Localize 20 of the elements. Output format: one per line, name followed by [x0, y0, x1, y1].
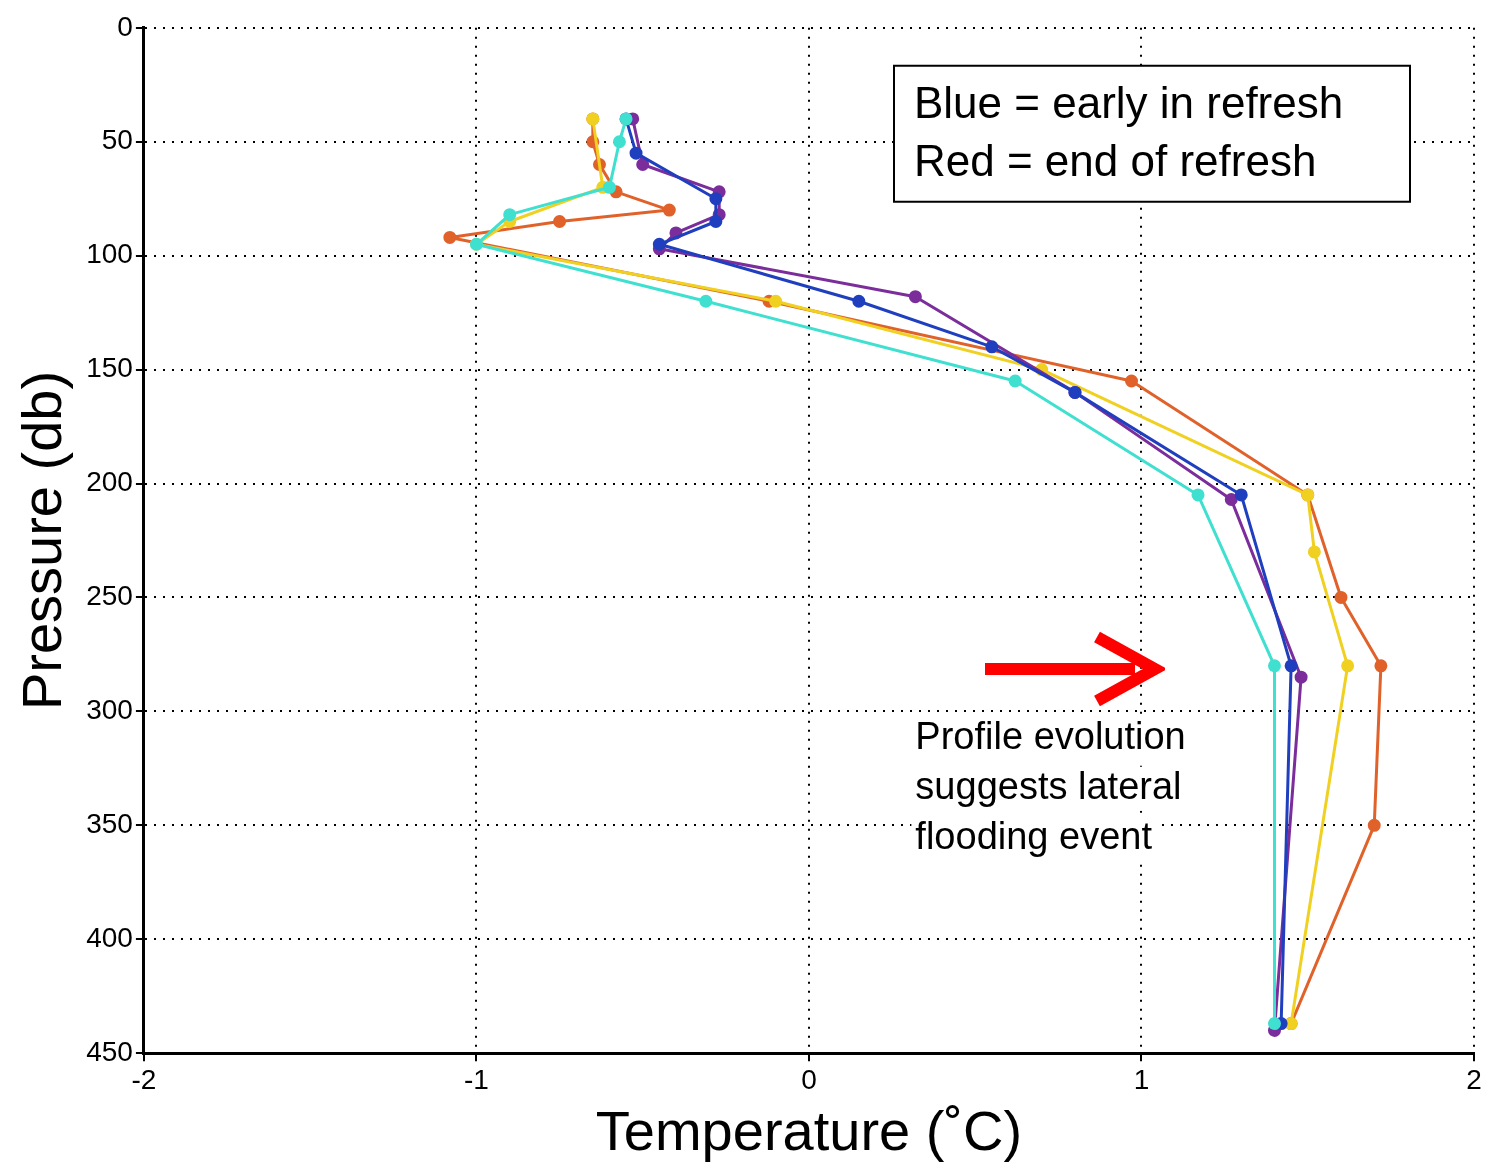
x-tick-label: 2 [1466, 1063, 1482, 1095]
x-axis-title: Temperature (˚C) [595, 1098, 1023, 1162]
y-axis-title: Pressure (db) [10, 370, 74, 711]
x-tick-label: -2 [131, 1063, 157, 1095]
y-tick-label: 250 [86, 580, 133, 612]
y-tick-label: 50 [101, 124, 133, 156]
y-tick-label: 0 [117, 10, 133, 42]
x-tick-label: 1 [1133, 1063, 1150, 1095]
annotation: Profile evolution suggests lateral flooding event [915, 715, 1186, 858]
y-tick-label: 200 [86, 466, 133, 498]
x-tick-label: 0 [801, 1063, 817, 1095]
annotation: Red = end of refresh [914, 135, 1317, 185]
y-tick-label: 150 [86, 352, 133, 384]
y-tick-label: 450 [86, 1035, 133, 1067]
annotation: Blue = early in refresh [914, 77, 1344, 127]
y-tick-label: 400 [86, 921, 133, 953]
x-tick-label: -1 [463, 1063, 489, 1095]
y-tick-label: 100 [86, 238, 133, 270]
y-tick-label: 350 [86, 808, 133, 840]
y-tick-label: 300 [86, 694, 133, 726]
